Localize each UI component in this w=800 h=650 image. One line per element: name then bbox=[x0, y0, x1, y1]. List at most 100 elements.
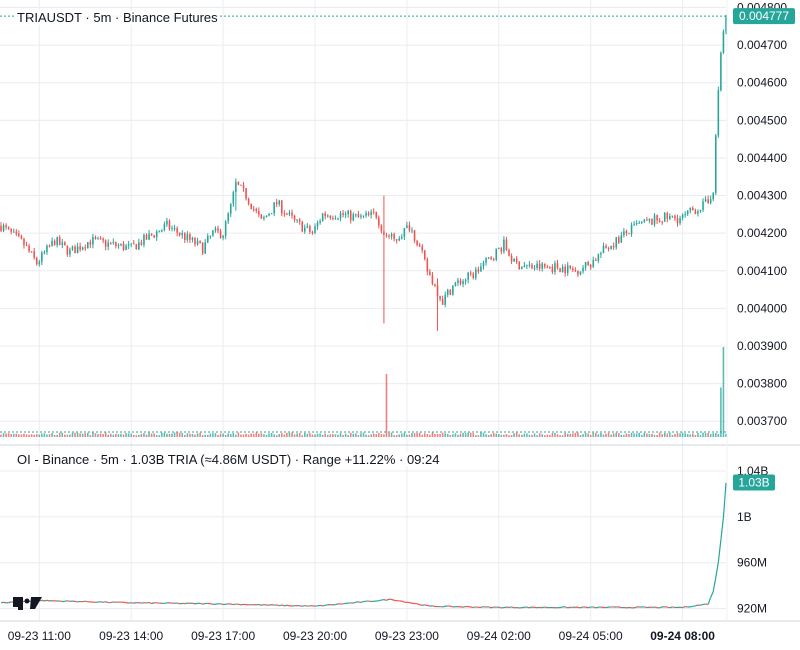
candle-body bbox=[559, 268, 561, 272]
candle-body bbox=[385, 235, 388, 237]
volume-bar bbox=[375, 434, 378, 437]
volume-bar bbox=[408, 434, 411, 437]
volume-bar bbox=[464, 433, 467, 437]
candle-body bbox=[120, 243, 122, 246]
candle-body bbox=[273, 202, 275, 214]
candle-body bbox=[546, 266, 549, 268]
candle-body bbox=[107, 242, 110, 247]
candle-body bbox=[692, 207, 694, 211]
volume-bar bbox=[122, 434, 125, 437]
volume-bar bbox=[370, 434, 372, 437]
candle-body bbox=[132, 243, 135, 245]
volume-bar bbox=[324, 433, 326, 437]
candle-body bbox=[383, 231, 385, 236]
oi-segment bbox=[480, 606, 484, 608]
candle-body bbox=[25, 245, 28, 247]
oi-segment bbox=[258, 603, 262, 606]
candle-body bbox=[421, 246, 424, 251]
candle-body bbox=[206, 235, 209, 243]
candle-body bbox=[533, 268, 536, 270]
candle-body bbox=[38, 261, 41, 265]
oi-segment bbox=[715, 562, 719, 578]
volume-bar bbox=[278, 434, 281, 437]
volume-bar bbox=[235, 434, 237, 437]
oi-segment bbox=[325, 604, 328, 606]
candle-body bbox=[102, 238, 104, 241]
candle-body bbox=[702, 201, 704, 210]
candle-body bbox=[423, 250, 426, 260]
volume-bar bbox=[143, 433, 145, 437]
volume-bar bbox=[518, 434, 521, 437]
volume-bar bbox=[717, 433, 720, 437]
volume-bar bbox=[467, 432, 469, 437]
price-axis-label: 0.004300 bbox=[737, 189, 787, 203]
volume-bar bbox=[490, 434, 492, 437]
volume-bar bbox=[666, 433, 669, 437]
candle-body bbox=[449, 289, 452, 295]
oi-segment bbox=[202, 602, 206, 605]
oi-segment bbox=[717, 539, 722, 563]
volume-bar bbox=[252, 433, 255, 437]
candle-body bbox=[429, 271, 431, 276]
price-candles[interactable] bbox=[0, 14, 727, 331]
candle-body bbox=[12, 231, 15, 233]
candle-body bbox=[681, 214, 684, 218]
candle-body bbox=[117, 245, 120, 247]
candle-body bbox=[316, 222, 319, 227]
candle-body bbox=[572, 268, 574, 270]
candle-body bbox=[321, 213, 324, 221]
volume-bar bbox=[275, 435, 278, 437]
candle-body bbox=[53, 240, 56, 246]
volume-bar bbox=[383, 434, 385, 437]
volume-bar bbox=[48, 434, 51, 437]
oi-segment bbox=[391, 598, 395, 601]
candle-body bbox=[600, 253, 602, 255]
volume-bar bbox=[676, 433, 679, 437]
candle-body bbox=[344, 213, 347, 215]
candle-body bbox=[184, 233, 186, 241]
candle-body bbox=[561, 266, 564, 272]
volume-bar bbox=[260, 433, 263, 437]
oi-line[interactable] bbox=[0, 482, 727, 609]
volume-bar bbox=[482, 432, 485, 437]
candle-body bbox=[74, 246, 76, 254]
candle-body bbox=[375, 212, 378, 218]
oi-segment bbox=[110, 601, 114, 604]
price-axis-label: 0.004600 bbox=[737, 76, 787, 90]
volume-bar bbox=[43, 433, 46, 437]
volume-bar bbox=[638, 432, 640, 437]
volume-bar bbox=[477, 435, 480, 437]
volume-bar bbox=[434, 433, 436, 437]
volume-bar bbox=[589, 434, 592, 437]
volume-bar bbox=[46, 434, 48, 437]
candle-body bbox=[612, 245, 615, 248]
candle-body bbox=[173, 228, 176, 230]
volume-bar bbox=[661, 434, 663, 437]
candle-body bbox=[584, 262, 587, 268]
candle-body bbox=[178, 232, 181, 236]
candle-body bbox=[201, 242, 204, 254]
volume-bar bbox=[566, 433, 569, 437]
candle-body bbox=[176, 228, 178, 233]
candle-body bbox=[436, 285, 439, 296]
volume-bar bbox=[352, 433, 355, 437]
oi-segment bbox=[722, 482, 727, 518]
price-axis-label: 0.003900 bbox=[737, 339, 787, 353]
candle-body bbox=[648, 218, 651, 221]
volume-bar bbox=[446, 433, 449, 437]
candle-body bbox=[87, 242, 89, 249]
oi-segment bbox=[542, 606, 545, 609]
volume-bar bbox=[115, 433, 117, 437]
oi-segment bbox=[353, 601, 357, 604]
candle-body bbox=[582, 267, 584, 272]
oi-segment bbox=[67, 600, 71, 602]
candle-body bbox=[97, 238, 99, 240]
oi-segment bbox=[263, 603, 267, 606]
candle-body bbox=[360, 215, 362, 217]
oi-segment bbox=[695, 604, 699, 607]
oi-last-value: 1.03B bbox=[738, 475, 769, 489]
volume-bar bbox=[472, 433, 475, 437]
candle-body bbox=[35, 257, 38, 265]
volume-bar bbox=[403, 432, 406, 437]
